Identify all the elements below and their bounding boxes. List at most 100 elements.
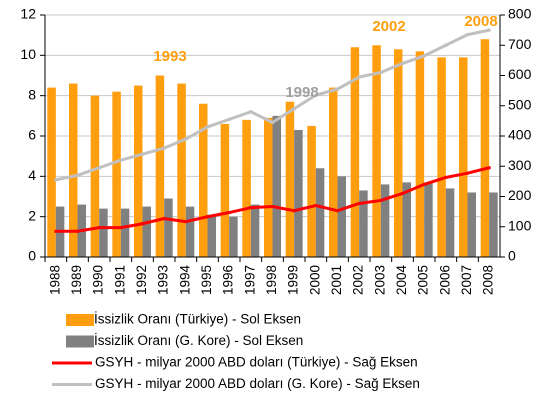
- line-marker: [227, 117, 231, 121]
- x-tick-label: 1990: [91, 265, 106, 295]
- bar: [120, 208, 130, 257]
- line-marker: [444, 43, 448, 47]
- bar: [220, 123, 230, 258]
- line-marker: [97, 226, 101, 230]
- line-marker: [184, 220, 188, 224]
- bar: [264, 117, 273, 257]
- y2-tick-label: 100: [508, 217, 532, 233]
- line-marker: [487, 166, 491, 170]
- bar: [350, 47, 360, 258]
- legend-swatch: [66, 314, 94, 326]
- bar: [155, 75, 165, 257]
- line-marker: [227, 211, 231, 215]
- bar: [177, 83, 186, 257]
- x-tick-label: 1999: [286, 265, 301, 295]
- line-marker: [422, 54, 426, 58]
- line-marker: [119, 226, 123, 230]
- line-marker: [206, 215, 209, 219]
- line-marker: [292, 107, 296, 111]
- legend-label: İssizlik Oranı (G. Kore) - Sol Eksen: [94, 333, 303, 348]
- line-marker: [466, 33, 469, 37]
- y-tick-label: 4: [28, 167, 36, 183]
- y-tick-label: 10: [20, 46, 36, 62]
- line-marker: [271, 204, 274, 208]
- x-tick-label: 1997: [242, 265, 257, 295]
- line-marker: [119, 158, 123, 162]
- y-tick-label: 6: [28, 127, 36, 143]
- x-tick-label: 2005: [416, 265, 431, 295]
- line-marker: [314, 204, 318, 208]
- x-tick-label: 2001: [329, 265, 344, 295]
- annotation: 1998: [285, 84, 318, 101]
- bar: [337, 176, 346, 257]
- bar: [480, 39, 490, 258]
- x-tick-label: 1998: [264, 265, 279, 295]
- line-marker: [162, 217, 166, 221]
- legend-marker: [70, 361, 74, 365]
- bar: [99, 208, 108, 257]
- line-marker: [271, 120, 274, 124]
- line-marker: [401, 61, 404, 65]
- y-tick-label: 12: [20, 6, 36, 22]
- bar: [372, 45, 381, 257]
- line-marker: [249, 206, 253, 210]
- bar: [229, 216, 238, 257]
- line-marker: [249, 110, 253, 114]
- x-tick-label: 1989: [69, 265, 84, 295]
- bar: [199, 103, 208, 257]
- bar: [315, 168, 325, 257]
- line-marker: [422, 182, 426, 186]
- bar: [424, 182, 433, 257]
- line-marker: [487, 28, 491, 32]
- y2-tick-label: 400: [508, 127, 532, 143]
- x-tick-label: 1992: [134, 265, 149, 295]
- y-tick-label: 0: [28, 248, 36, 264]
- line-marker: [314, 93, 318, 97]
- bar: [329, 87, 338, 257]
- line-marker: [162, 146, 166, 150]
- bar: [459, 57, 468, 257]
- y2-tick-label: 200: [508, 187, 532, 203]
- bar: [380, 184, 390, 257]
- legend-marker: [70, 383, 74, 386]
- y2-tick-label: 300: [508, 157, 532, 173]
- line-marker: [206, 125, 209, 129]
- legend-item: GSYH - milyar 2000 ABD doları (Türkiye) …: [52, 355, 418, 370]
- line-marker: [336, 87, 339, 91]
- line-marker: [184, 137, 188, 141]
- x-tick-label: 1995: [199, 265, 214, 295]
- y2-tick-label: 800: [508, 6, 532, 22]
- x-tick-label: 2008: [481, 265, 496, 295]
- bar: [467, 192, 476, 257]
- line-marker: [379, 70, 383, 74]
- x-tick-label: 2006: [437, 265, 452, 295]
- y2-tick-label: 500: [508, 96, 532, 112]
- x-tick-label: 2000: [307, 265, 322, 295]
- x-tick-label: 2002: [351, 265, 366, 295]
- legend-label: İssizlik Oranı (Türkiye) - Sol Eksen: [94, 312, 301, 327]
- line-marker: [357, 201, 361, 205]
- x-tick-label: 2004: [394, 265, 409, 296]
- legend-swatch: [66, 335, 94, 348]
- legend-label: GSYH - milyar 2000 ABD doları (Türkiye) …: [95, 355, 418, 370]
- bar: [402, 182, 411, 257]
- bar: [394, 49, 403, 258]
- bar: [242, 119, 251, 257]
- line-marker: [292, 209, 296, 213]
- line-marker: [466, 171, 469, 175]
- bar: [207, 214, 216, 257]
- line-marker: [444, 175, 448, 179]
- y-tick-label: 8: [28, 86, 36, 102]
- bar: [250, 204, 260, 257]
- legend-item: İssizlik Oranı (Türkiye) - Sol Eksen: [66, 312, 301, 327]
- x-tick-label: 1991: [112, 265, 127, 295]
- y2-tick-label: 700: [508, 36, 532, 52]
- line-marker: [401, 191, 404, 195]
- y-tick-label: 2: [28, 207, 36, 223]
- line-marker: [97, 166, 101, 170]
- bar: [415, 51, 425, 257]
- legend-item: İssizlik Oranı (G. Kore) - Sol Eksen: [66, 333, 303, 348]
- bar: [285, 101, 295, 257]
- bar: [307, 125, 316, 258]
